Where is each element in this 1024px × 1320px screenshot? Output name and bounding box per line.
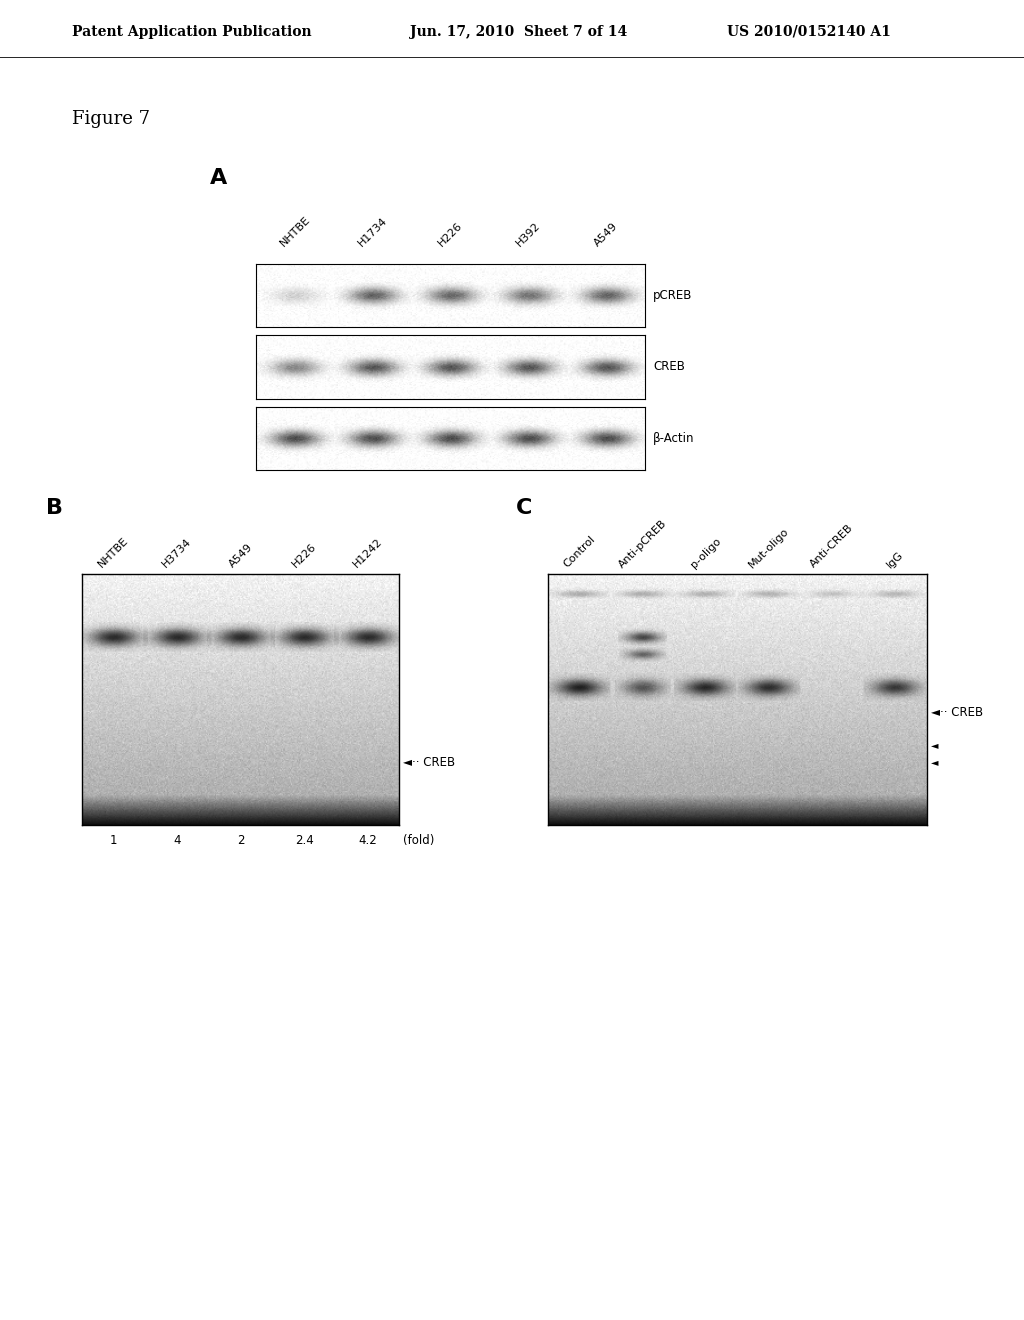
Text: Mut-oligo: Mut-oligo: [746, 525, 791, 570]
Text: Anti-CREB: Anti-CREB: [809, 523, 855, 570]
Text: A549: A549: [227, 543, 254, 570]
Text: IgG: IgG: [885, 549, 905, 570]
Text: ◄·· CREB: ◄·· CREB: [402, 756, 455, 768]
Text: 4: 4: [173, 834, 181, 846]
Text: pCREB: pCREB: [653, 289, 692, 302]
Text: ◄: ◄: [931, 758, 938, 767]
Text: B: B: [46, 498, 63, 519]
Text: H226: H226: [436, 220, 465, 248]
Text: Patent Application Publication: Patent Application Publication: [72, 25, 311, 38]
Text: H3734: H3734: [161, 537, 194, 570]
Text: 4.2: 4.2: [358, 834, 377, 846]
Text: H1734: H1734: [356, 216, 389, 248]
Text: 2.4: 2.4: [295, 834, 313, 846]
Text: H1242: H1242: [351, 537, 384, 570]
Text: Control: Control: [561, 535, 597, 570]
Text: p-oligo: p-oligo: [689, 536, 723, 570]
Text: NHTBE: NHTBE: [278, 215, 312, 248]
Text: Jun. 17, 2010  Sheet 7 of 14: Jun. 17, 2010 Sheet 7 of 14: [410, 25, 627, 38]
Text: Anti-pCREB: Anti-pCREB: [616, 517, 669, 570]
Text: NHTBE: NHTBE: [96, 536, 131, 570]
Text: (fold): (fold): [402, 834, 434, 846]
Text: ◄: ◄: [931, 739, 938, 750]
Text: H392: H392: [514, 220, 543, 248]
Text: A549: A549: [593, 222, 620, 248]
Text: C: C: [516, 498, 532, 519]
Text: A: A: [210, 168, 227, 189]
Text: 1: 1: [110, 834, 118, 846]
Text: Figure 7: Figure 7: [72, 110, 150, 128]
Text: US 2010/0152140 A1: US 2010/0152140 A1: [727, 25, 891, 38]
Text: 2: 2: [237, 834, 245, 846]
Text: CREB: CREB: [653, 360, 685, 374]
Text: β-Actin: β-Actin: [653, 432, 694, 445]
Text: ◄·· CREB: ◄·· CREB: [931, 706, 983, 718]
Text: H226: H226: [290, 543, 318, 570]
